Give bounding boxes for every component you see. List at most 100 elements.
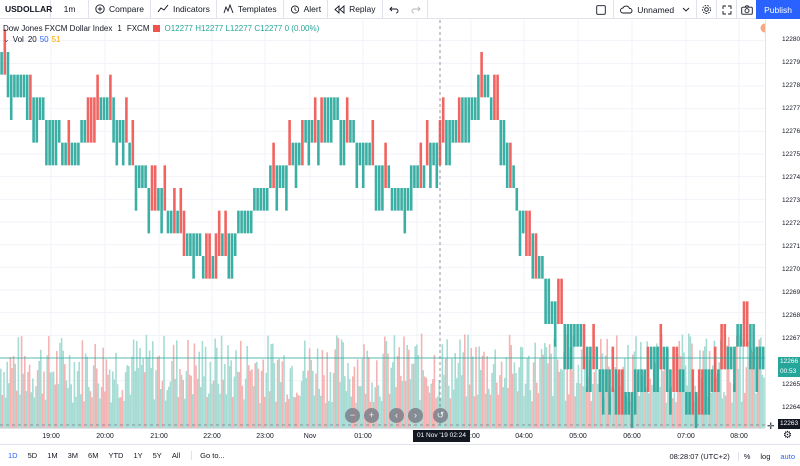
replay-button[interactable]: Replay bbox=[328, 0, 383, 19]
candle bbox=[691, 369, 695, 415]
volume-bar bbox=[728, 337, 730, 428]
volume-bar bbox=[747, 341, 749, 428]
volume-bar bbox=[721, 398, 724, 428]
undo-icon bbox=[388, 6, 398, 13]
volume-bar bbox=[590, 401, 592, 428]
alert-button[interactable]: Alert bbox=[284, 0, 329, 19]
candle bbox=[429, 142, 432, 188]
volume-bar bbox=[654, 362, 656, 428]
scroll-right-button[interactable]: › bbox=[408, 408, 423, 423]
volume-bar bbox=[422, 370, 424, 428]
candle bbox=[208, 233, 211, 279]
candle bbox=[393, 188, 397, 211]
percent-scale-toggle[interactable]: % bbox=[743, 451, 751, 461]
volume-bar bbox=[236, 371, 239, 428]
range-5y[interactable]: 5Y bbox=[152, 451, 162, 460]
zoom-out-button[interactable]: − bbox=[345, 408, 360, 423]
zoom-in-button[interactable]: + bbox=[364, 408, 379, 423]
volume-bar bbox=[264, 396, 266, 428]
symbol-search[interactable]: USDOLLAR bbox=[0, 0, 52, 19]
log-scale-toggle[interactable]: log bbox=[760, 451, 771, 461]
cloud-icon bbox=[620, 5, 633, 14]
settings-button[interactable] bbox=[696, 0, 716, 19]
range-5d[interactable]: 5D bbox=[27, 451, 38, 460]
volume-bar bbox=[462, 352, 464, 428]
volume-bar bbox=[652, 369, 655, 428]
undo-button[interactable] bbox=[383, 0, 405, 19]
volume-bar bbox=[395, 386, 397, 428]
auto-scale-toggle[interactable]: auto bbox=[780, 451, 795, 461]
time-axis[interactable]: 19:00 20:00 21:00 22:00 23:00 Nov 01:00 … bbox=[0, 428, 765, 444]
publish-button[interactable]: Publish bbox=[756, 0, 800, 19]
candle bbox=[653, 346, 656, 392]
volume-bar bbox=[542, 354, 544, 428]
volume-bar bbox=[323, 375, 325, 428]
templates-icon bbox=[223, 4, 234, 14]
volume-bar bbox=[16, 390, 18, 428]
volume-bar bbox=[52, 371, 55, 428]
range-ytd[interactable]: YTD bbox=[108, 451, 124, 460]
volume-bar bbox=[315, 373, 317, 428]
range-1m[interactable]: 1M bbox=[47, 451, 58, 460]
compare-button[interactable]: Compare bbox=[89, 0, 151, 19]
volume-bar bbox=[752, 351, 754, 428]
templates-button[interactable]: Templates bbox=[217, 0, 284, 19]
symbol-legend-row: Dow Jones FXCM Dollar Index 1 FXCM O1227… bbox=[3, 23, 319, 34]
volume-bar bbox=[139, 347, 141, 428]
volume-bar bbox=[200, 386, 202, 428]
reset-chart-button[interactable]: ↺ bbox=[433, 408, 448, 423]
volume-bar bbox=[664, 356, 666, 428]
candle bbox=[185, 233, 189, 256]
volume-bar bbox=[510, 345, 512, 428]
interval-selector[interactable]: 1m bbox=[51, 0, 89, 19]
chevron-down-icon[interactable]: ⌄ bbox=[3, 35, 10, 44]
redo-button[interactable] bbox=[405, 0, 428, 19]
price-chart-pane[interactable] bbox=[0, 20, 765, 428]
volume-bar bbox=[497, 394, 500, 428]
volume-bar bbox=[758, 339, 760, 428]
volume-bar bbox=[35, 386, 37, 428]
range-all[interactable]: All bbox=[171, 451, 181, 460]
volume-bar bbox=[243, 399, 245, 428]
volume-bar bbox=[118, 397, 120, 428]
fullscreen-layout-button[interactable] bbox=[589, 0, 613, 19]
crosshair-icon[interactable]: ✛ bbox=[767, 421, 775, 431]
price-label: 12268 bbox=[782, 312, 800, 319]
candle bbox=[515, 188, 519, 211]
volume-bar bbox=[587, 376, 589, 428]
candle bbox=[589, 346, 592, 392]
crosshair-time-tag: 01 Nov '19 02:24 bbox=[413, 430, 470, 442]
price-label: 12280 bbox=[782, 36, 800, 43]
volume-bar bbox=[256, 361, 258, 428]
candle bbox=[659, 324, 663, 370]
volume-bar bbox=[294, 397, 296, 428]
volume-bar bbox=[208, 393, 210, 428]
volume-bar bbox=[331, 401, 333, 428]
snapshot-button[interactable] bbox=[736, 0, 756, 19]
candle bbox=[285, 165, 288, 211]
price-axis[interactable]: 12280 12279 12278 12277 12276 12275 1227… bbox=[765, 20, 800, 429]
indicators-button[interactable]: Indicators bbox=[151, 0, 217, 19]
range-1y[interactable]: 1Y bbox=[133, 451, 143, 460]
volume-bar bbox=[177, 397, 180, 428]
range-3m[interactable]: 3M bbox=[67, 451, 79, 460]
candle bbox=[176, 210, 179, 234]
range-1d[interactable]: 1D bbox=[8, 451, 18, 460]
scroll-left-button[interactable]: ‹ bbox=[389, 408, 404, 423]
volume-bar bbox=[376, 360, 378, 428]
fullscreen-button[interactable] bbox=[716, 0, 736, 19]
chart-canvas[interactable] bbox=[0, 20, 765, 428]
volume-bar bbox=[366, 350, 368, 428]
timezone-clock[interactable]: 08:28:07 (UTC+2) bbox=[664, 451, 739, 461]
layout-name-button[interactable]: Unnamed bbox=[613, 0, 696, 19]
volume-bar bbox=[361, 358, 364, 428]
range-6m[interactable]: 6M bbox=[88, 451, 99, 460]
volume-bar bbox=[257, 368, 260, 428]
gear-icon[interactable]: ⚙ bbox=[783, 430, 792, 441]
volume-bar bbox=[494, 349, 496, 428]
volume-bar bbox=[516, 391, 519, 428]
volume-bar bbox=[0, 368, 2, 428]
candle bbox=[77, 142, 80, 166]
goto-date-button[interactable]: Go to... bbox=[191, 451, 225, 460]
volume-bar bbox=[216, 347, 218, 428]
